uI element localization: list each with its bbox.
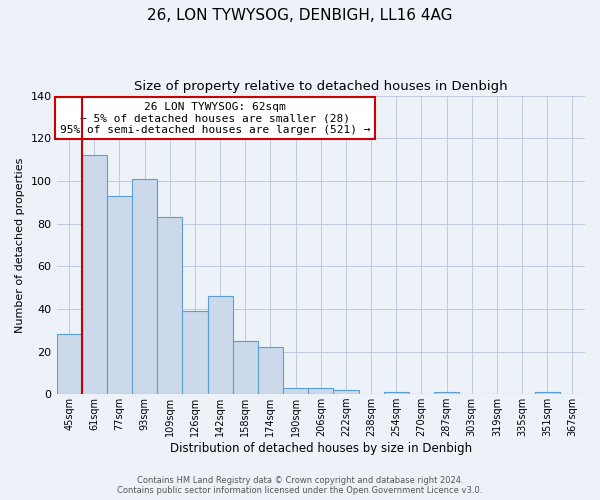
Text: 26 LON TYWYSOG: 62sqm
← 5% of detached houses are smaller (28)
95% of semi-detac: 26 LON TYWYSOG: 62sqm ← 5% of detached h… [60, 102, 370, 134]
Bar [535, 392, 560, 394]
Title: Size of property relative to detached houses in Denbigh: Size of property relative to detached ho… [134, 80, 508, 93]
X-axis label: Distribution of detached houses by size in Denbigh: Distribution of detached houses by size … [170, 442, 472, 455]
Bar [182, 311, 208, 394]
Bar [308, 388, 334, 394]
Y-axis label: Number of detached properties: Number of detached properties [15, 157, 25, 332]
Text: Contains HM Land Registry data © Crown copyright and database right 2024.
Contai: Contains HM Land Registry data © Crown c… [118, 476, 482, 495]
Bar [283, 388, 308, 394]
Bar [233, 341, 258, 394]
Bar [208, 296, 233, 394]
Bar [82, 156, 107, 394]
Bar [132, 178, 157, 394]
Bar [107, 196, 132, 394]
Bar [334, 390, 359, 394]
Text: 26, LON TYWYSOG, DENBIGH, LL16 4AG: 26, LON TYWYSOG, DENBIGH, LL16 4AG [147, 8, 453, 22]
Bar [434, 392, 459, 394]
Bar [56, 334, 82, 394]
Bar [383, 392, 409, 394]
Bar [258, 347, 283, 394]
Bar [157, 217, 182, 394]
